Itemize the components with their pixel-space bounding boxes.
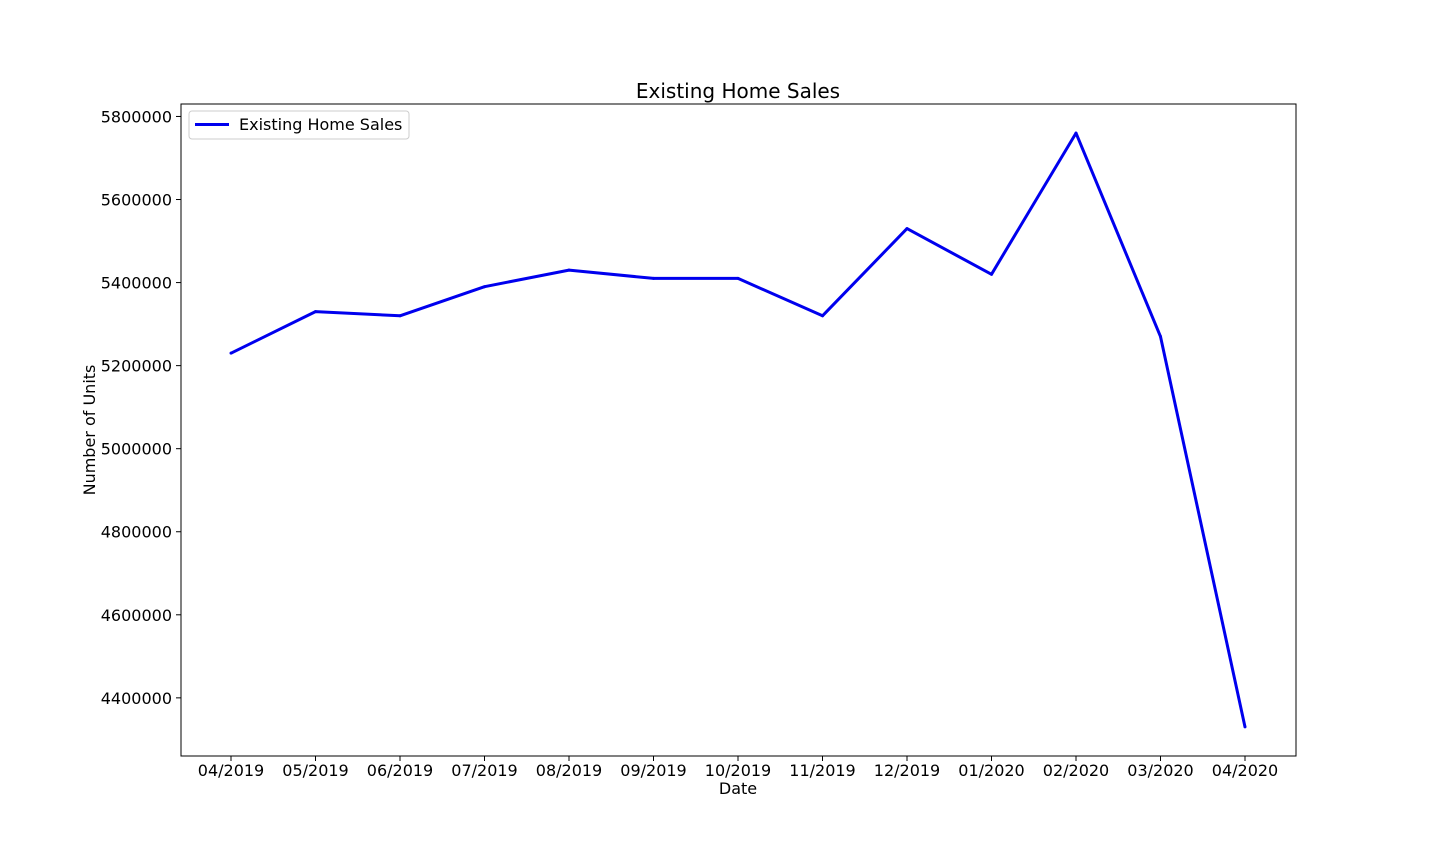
plot-area — [180, 103, 1297, 757]
x-tick-label: 11/2019 — [789, 761, 855, 780]
x-tick-label: 04/2020 — [1212, 761, 1278, 780]
data-point — [905, 227, 909, 231]
x-tick-label: 10/2019 — [705, 761, 771, 780]
data-point — [398, 314, 402, 318]
y-axis-title: Number of Units — [80, 365, 99, 496]
data-point — [567, 268, 571, 272]
legend: Existing Home Sales — [188, 110, 410, 140]
x-tick-label: 02/2020 — [1043, 761, 1109, 780]
x-tick-label: 12/2019 — [874, 761, 940, 780]
x-tick-label: 09/2019 — [620, 761, 686, 780]
y-tick-label: 5400000 — [101, 274, 172, 293]
x-axis: 04/2019 05/2019 06/2019 07/2019 08/2019 09/20… — [198, 756, 1278, 780]
y-axis: 4400000 4600000 4800000 5000000 5200000 54000… — [101, 107, 181, 708]
chart-title: Existing Home Sales — [636, 79, 840, 103]
x-tick-label: 01/2020 — [958, 761, 1024, 780]
data-point — [1159, 335, 1162, 339]
x-tick-label: 05/2019 — [282, 761, 348, 780]
legend-label: Existing Home Sales — [239, 115, 402, 134]
y-tick-label: 5000000 — [101, 440, 172, 459]
y-tick-label: 5600000 — [101, 191, 172, 210]
y-tick-label: 4800000 — [101, 523, 172, 542]
x-tick-label: 03/2020 — [1127, 761, 1193, 780]
x-tick-label: 08/2019 — [536, 761, 602, 780]
x-tick-label: 07/2019 — [451, 761, 517, 780]
data-point — [736, 276, 740, 280]
series-layer — [229, 131, 1247, 729]
data-point — [652, 276, 655, 280]
data-point — [821, 314, 824, 318]
data-point — [483, 285, 486, 289]
data-point — [1243, 725, 1247, 729]
y-tick-label: 5800000 — [101, 107, 172, 126]
data-point — [990, 272, 993, 276]
x-tick-label: 04/2019 — [198, 761, 264, 780]
x-axis-title: Date — [719, 779, 757, 798]
y-tick-label: 4600000 — [101, 606, 172, 625]
legend-box — [188, 110, 410, 140]
x-tick-label: 06/2019 — [367, 761, 433, 780]
data-point — [229, 351, 233, 355]
y-tick-label: 5200000 — [101, 357, 172, 376]
y-tick-label: 4400000 — [101, 689, 172, 708]
data-point — [1074, 131, 1078, 135]
data-point — [314, 310, 317, 314]
